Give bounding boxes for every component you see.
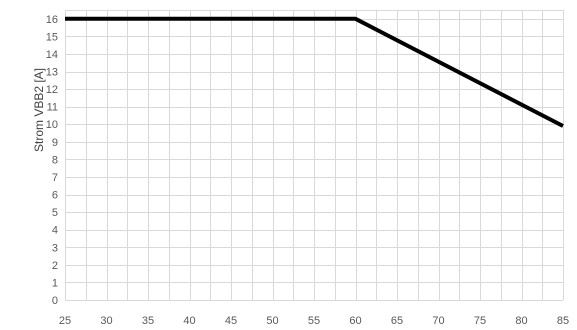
x-tick-label: 55 <box>308 315 320 327</box>
y-tick-label: 8 <box>52 154 58 166</box>
series-group <box>65 16 564 128</box>
y-tick-label: 11 <box>47 102 58 114</box>
y-tick-label: 14 <box>46 49 58 61</box>
x-tick-label: 45 <box>225 315 237 327</box>
x-tick-label: 60 <box>349 315 361 327</box>
x-tick-label: 50 <box>266 315 278 327</box>
y-tick-label: 9 <box>52 137 58 149</box>
y-tick-label: 10 <box>46 119 58 131</box>
x-tick-label: 80 <box>515 315 527 327</box>
x-tick-label: 65 <box>391 315 403 327</box>
y-tick-label: 6 <box>52 190 58 202</box>
y-axis-label: Strom VBB2 [A] <box>32 68 46 152</box>
x-tick-label: 75 <box>474 315 486 327</box>
x-tick-label: 30 <box>100 315 112 327</box>
x-axis-tick-labels: 25 30 35 40 45 50 55 60 65 70 75 80 85 <box>59 315 569 327</box>
x-tick-label: 25 <box>59 315 71 327</box>
y-tick-label: 1 <box>52 277 58 289</box>
x-tick-label: 85 <box>557 315 569 327</box>
x-tick-label: 40 <box>183 315 195 327</box>
y-tick-label: 5 <box>52 207 58 219</box>
y-tick-label: 4 <box>52 225 58 237</box>
y-tick-label: 7 <box>52 172 58 184</box>
y-tick-label: 16 <box>46 14 58 26</box>
y-tick-label: 15 <box>46 31 58 43</box>
vertical-gridlines <box>65 10 564 300</box>
y-tick-label: 2 <box>52 260 58 272</box>
x-tick-label: 35 <box>142 315 154 327</box>
y-tick-label: 0 <box>52 295 58 307</box>
series-line <box>65 16 564 128</box>
y-tick-label: 3 <box>52 242 58 254</box>
y-tick-label: 12 <box>46 84 58 96</box>
x-tick-label: 70 <box>432 315 444 327</box>
y-tick-label: 13 <box>46 67 58 79</box>
